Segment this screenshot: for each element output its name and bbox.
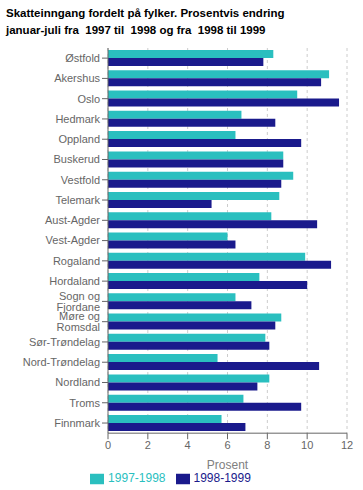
svg-text:Telemark: Telemark: [55, 194, 100, 206]
svg-text:Sør-Trøndelag: Sør-Trøndelag: [29, 336, 100, 348]
svg-text:Aust-Agder: Aust-Agder: [45, 214, 100, 226]
svg-text:0: 0: [105, 439, 111, 451]
svg-text:10: 10: [301, 439, 313, 451]
svg-text:Vest-Agder: Vest-Agder: [46, 234, 101, 246]
svg-text:Buskerud: Buskerud: [54, 153, 100, 165]
svg-text:Prosent: Prosent: [207, 458, 249, 472]
svg-text:2: 2: [145, 439, 151, 451]
svg-text:12: 12: [341, 439, 353, 451]
html-text:januar-juli fra 1997 til 1998: januar-juli fra 1997 til 1998 og fra 199…: [6, 24, 266, 36]
svg-text:Østfold: Østfold: [65, 52, 100, 64]
svg-text:6: 6: [224, 439, 230, 451]
svg-text:Nord-Trøndelag: Nord-Trøndelag: [23, 356, 100, 368]
html-text:Skatteinngang fordelt på fylke: Skatteinngang fordelt på fylker. Prosent…: [6, 7, 285, 19]
html-text:1998-1999: 1998-1999: [193, 471, 251, 486]
svg-text:8: 8: [264, 439, 270, 451]
html-text:Sogn og: Sogn og: [59, 289, 100, 302]
html-text:Fjordane: Fjordane: [56, 300, 100, 313]
svg-text:4: 4: [185, 439, 191, 451]
svg-text:Finnmark: Finnmark: [54, 417, 100, 429]
svg-text:Nordland: Nordland: [55, 376, 100, 388]
svg-text:Oppland: Oppland: [58, 133, 100, 145]
svg-text:Hordaland: Hordaland: [49, 275, 100, 287]
svg-text:Rogaland: Rogaland: [53, 255, 100, 267]
svg-text:Oslo: Oslo: [77, 93, 100, 105]
html-text:1997-1998: 1997-1998: [108, 471, 166, 486]
svg-text:Hedmark: Hedmark: [55, 113, 100, 125]
svg-text:Vestfold: Vestfold: [61, 174, 100, 186]
svg-text:Møre ogRomsdal: Møre ogRomsdal: [57, 310, 100, 333]
svg-text:Akershus: Akershus: [54, 72, 100, 84]
svg-text:Troms: Troms: [69, 397, 100, 409]
